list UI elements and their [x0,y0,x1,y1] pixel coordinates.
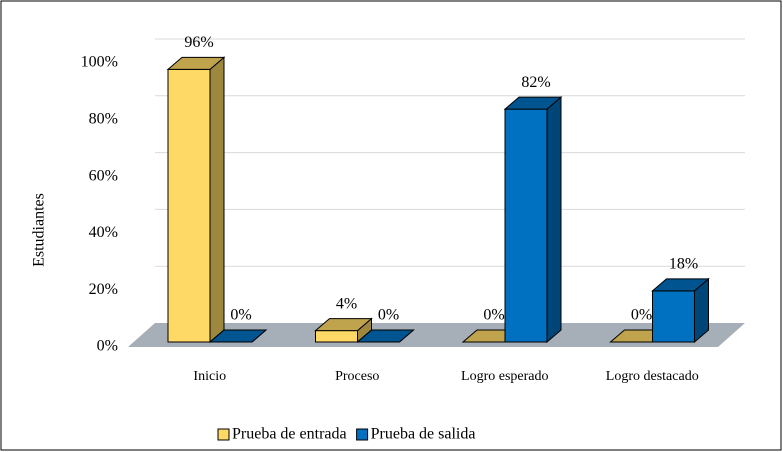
value-label: 82% [521,74,550,91]
bar [503,96,563,344]
bar-top [314,318,373,332]
value-label: 4% [336,295,357,312]
bar-front [315,330,358,343]
y-tick-label: 80% [89,110,118,127]
x-tick-label: Inicio [193,369,226,384]
bar [651,277,710,344]
value-label: 0% [378,307,399,324]
y-tick-label: 40% [89,224,118,241]
bar-top [166,56,226,70]
y-tick-label: 0% [97,338,118,355]
legend-label: Prueba de salida [371,426,476,443]
bar-front [652,290,695,343]
x-tick-label: Logro destacado [606,369,699,384]
value-label: 96% [184,34,213,51]
x-tick-label: Logro esperado [461,369,548,384]
bar-top [503,96,563,110]
bar-side [546,96,562,344]
value-label: 0% [483,307,504,324]
bar-top [651,278,710,292]
legend-swatch [217,428,230,441]
x-tick-label: Proceso [335,369,379,384]
bar-front [167,68,211,343]
bar [166,56,226,344]
bar-top [356,329,415,343]
y-tick-label: 60% [89,167,118,184]
legend-swatch [356,428,369,441]
bar-front [504,108,548,343]
bar [356,329,415,343]
value-label: 18% [669,256,698,273]
y-tick-label: 100% [81,54,118,71]
floor [128,323,745,347]
y-axis-label: Estudiantes [31,193,48,267]
legend-label: Prueba de entrada [232,426,347,443]
bar-side [209,56,225,344]
y-tick-label: 20% [89,281,118,298]
bar [208,329,268,343]
value-label: 0% [230,307,251,324]
bar-top [208,329,268,343]
value-label: 0% [631,307,652,324]
